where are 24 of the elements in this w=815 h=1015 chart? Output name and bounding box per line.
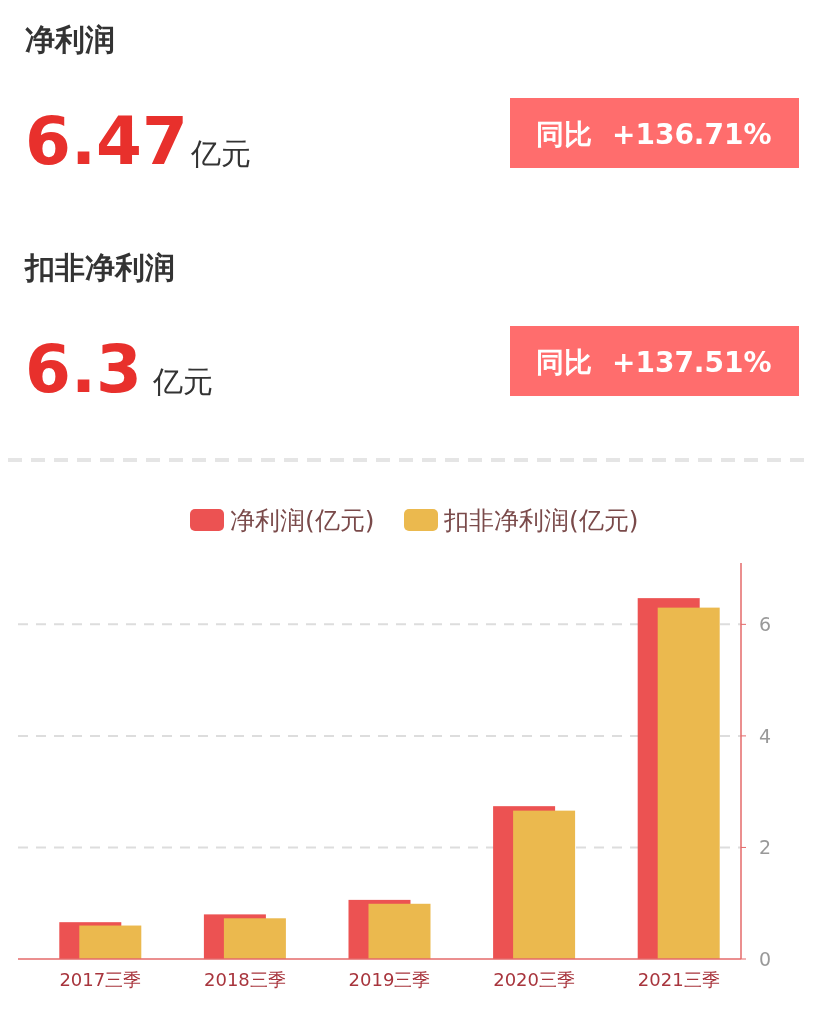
bar (513, 810, 576, 959)
text: 亿元 (152, 364, 213, 399)
x-tick-label: 2021三季 (637, 969, 720, 990)
text: 6.3 (25, 331, 142, 408)
text: 扣非净利润 (23, 250, 175, 285)
x-tick-label: 2017三季 (59, 969, 142, 990)
text: 亿元 (190, 136, 251, 171)
x-tick-label: 2019三季 (348, 969, 431, 990)
text: 净利润 (25, 22, 115, 57)
bar (368, 903, 431, 959)
y-tick-label: 4 (758, 724, 772, 747)
y-tick-label: 2 (758, 836, 772, 859)
text: 6.47 (25, 103, 188, 180)
y-tick-label: 0 (758, 947, 772, 970)
bar (223, 918, 286, 959)
x-tick-label: 2018三季 (203, 969, 286, 990)
x-tick-label: 2020三季 (493, 969, 576, 990)
legend-label: 净利润(亿元) (230, 505, 375, 535)
text: 同比 +137.51% (536, 346, 772, 379)
y-tick-label: 6 (758, 613, 772, 635)
bar (657, 607, 720, 959)
text: 同比 +136.71% (536, 118, 772, 151)
bar (79, 925, 142, 959)
legend-label: 扣非净利润(亿元) (443, 505, 639, 535)
